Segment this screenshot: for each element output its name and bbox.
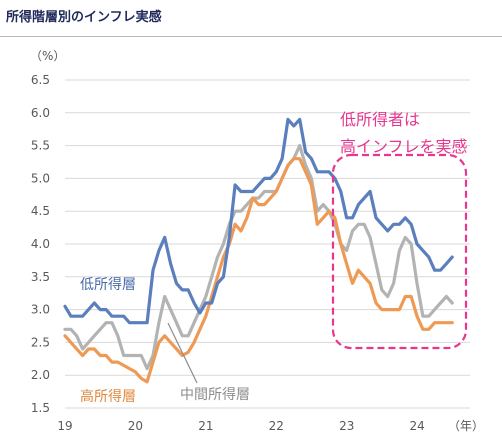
- x-unit-label: （年）: [448, 419, 484, 433]
- series-line-2: [63, 157, 454, 384]
- y-tick-label: 4.5: [31, 204, 50, 218]
- y-tick-label: 3.5: [31, 270, 50, 284]
- series-lines: [63, 117, 454, 384]
- y-tick-label: 3.0: [31, 303, 50, 317]
- y-axis-ticks: 6.5 6.0 5.5 5.0 4.5 4.0 3.5 3.0 2.5 2.0 1.5: [31, 73, 50, 415]
- y-tick-label: 2.5: [31, 335, 50, 349]
- mid-income-pointer: [167, 322, 198, 384]
- x-tick-label: 23: [339, 419, 354, 433]
- series-line-1: [63, 144, 454, 371]
- y-tick-label: 4.0: [31, 237, 50, 251]
- y-tick-label: 5.0: [31, 171, 50, 185]
- y-unit-label: （%）: [30, 49, 65, 63]
- high-income-label: 高所得層: [80, 388, 136, 405]
- y-tick-label: 6.0: [31, 106, 50, 120]
- chart-title: 所得階層別のインフレ実感: [6, 10, 162, 25]
- x-tick-label: 21: [198, 419, 213, 433]
- y-tick-label: 6.5: [31, 73, 50, 87]
- callout-box: [331, 153, 468, 350]
- title-divider: [0, 36, 502, 37]
- x-tick-label: 20: [128, 419, 143, 433]
- x-tick-label: 22: [269, 419, 284, 433]
- callout-line-2: 高インフレを実感: [340, 137, 468, 156]
- x-axis-ticks: 19 20 21 22 23 24: [57, 419, 424, 433]
- y-tick-label: 2.0: [31, 368, 50, 382]
- series-line-0: [63, 117, 454, 325]
- mid-income-label: 中間所得層: [180, 386, 250, 403]
- y-tick-label: 1.5: [31, 401, 50, 415]
- low-income-label: 低所得層: [80, 276, 136, 293]
- x-tick-label: 19: [57, 419, 72, 433]
- y-tick-label: 5.5: [31, 139, 50, 153]
- x-tick-label: 24: [410, 419, 425, 433]
- callout-line-1: 低所得者は: [340, 110, 420, 129]
